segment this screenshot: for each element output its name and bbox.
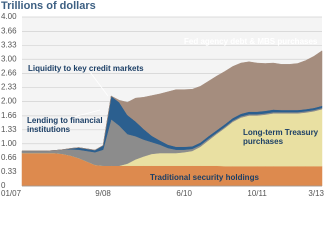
y-tick-label: 4.00: [1, 12, 17, 21]
y-tick-label: 2.66: [1, 69, 17, 78]
series-label: Lending to financial institutions: [27, 116, 103, 134]
chart-title: Trillions of dollars: [1, 0, 96, 12]
y-tick-label: 3.00: [1, 54, 17, 63]
y-tick-label: 1.00: [1, 139, 17, 148]
y-tick-label: 1.66: [1, 111, 17, 120]
series-label: Fed agency debt & MBS purchases: [184, 37, 318, 46]
callout-line: [89, 71, 109, 97]
x-tick-label: 3/13: [308, 189, 324, 198]
y-tick-label: 0: [1, 181, 6, 190]
chart: Trillions of dollars 0 0.33 0.66 1.00 1.33 1.…: [1, 0, 325, 198]
series-label: Liquidity to key credit markets: [28, 64, 144, 73]
y-tick-label: 1.33: [1, 125, 17, 134]
x-tick-label: 6/10: [176, 189, 192, 198]
series-label: Long-term Treasury purchases: [243, 128, 319, 146]
series-label: Traditional security holdings: [150, 173, 259, 182]
y-tick-label: 2.33: [1, 83, 17, 92]
page: Trillions of dollars 0 0.33 0.66 1.00 1.33 1.…: [0, 0, 325, 199]
x-tick-label: 9/08: [95, 189, 111, 198]
y-tick-label: 0.66: [1, 153, 17, 162]
y-tick-label: 0.33: [1, 167, 17, 176]
y-tick-label: 2.00: [1, 97, 17, 106]
area: [22, 50, 323, 152]
y-tick-label: 3.33: [1, 40, 17, 49]
y-tick-label: 3.66: [1, 26, 17, 35]
callout-line: [69, 109, 101, 119]
x-tick-label: 10/11: [247, 189, 267, 198]
x-tick-label: 01/07: [1, 189, 22, 198]
